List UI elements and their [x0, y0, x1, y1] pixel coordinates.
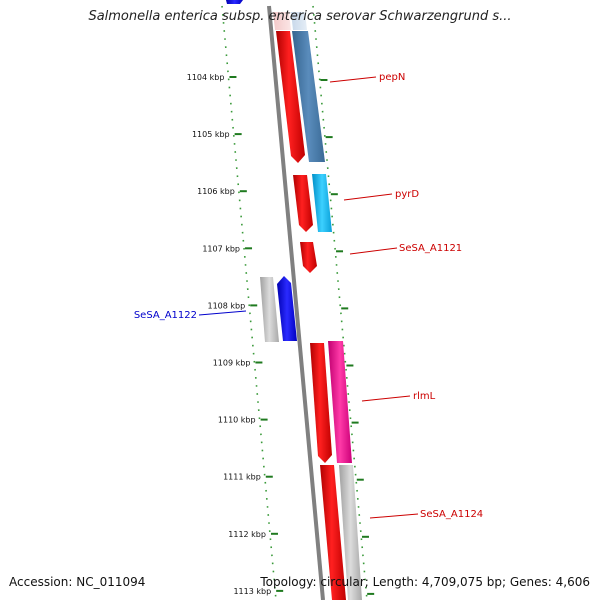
scale-tick-label: 1105 kbp — [192, 130, 230, 139]
scale-tick-label: 1106 kbp — [197, 187, 235, 196]
gene-rlmL[interactable] — [310, 341, 352, 463]
SeSA_A1122-reverse-arrow[interactable] — [277, 276, 297, 341]
top-partial-features — [226, 0, 307, 30]
SeSA_A1122-connector — [198, 310, 247, 316]
SeSA_A1121-connector — [349, 247, 398, 255]
pyrD-track[interactable] — [312, 174, 332, 232]
genome-title: Salmonella enterica subsp. enterica sero… — [88, 9, 512, 24]
gene-pyrD[interactable] — [293, 174, 332, 232]
pyrD-connector — [343, 193, 393, 201]
SeSA_A1122-label[interactable]: SeSA_A1122 — [134, 310, 197, 321]
accession-text: Accession: NC_011094 — [9, 575, 146, 589]
partial-blue-feature[interactable] — [226, 0, 243, 4]
pyrD-label[interactable]: pyrD — [395, 189, 419, 200]
gene-pepN[interactable] — [276, 31, 325, 163]
scale-ticks: 1104 kbp 1105 kbp 1106 kbp 1107 kbp 1108 kbp… — [187, 73, 375, 596]
scale-tick-label: 1112 kbp — [228, 530, 266, 539]
rlmL-connector — [361, 395, 411, 402]
pepN-connector — [329, 76, 377, 83]
scale-tick-label: 1108 kbp — [208, 301, 246, 310]
genome-summary-text: Topology: circular; Length: 4,709,075 bp… — [260, 575, 590, 589]
partial-pale-blue-feature[interactable] — [291, 12, 307, 30]
SeSA_A1124-connector — [369, 513, 419, 519]
SeSA_A1122-grey-track[interactable] — [260, 277, 279, 342]
track-guide-right — [312, 5, 368, 600]
backbone-line — [267, 5, 325, 600]
scale-tick-label: 1107 kbp — [202, 244, 240, 253]
pepN-forward-arrow[interactable] — [276, 31, 305, 163]
scale-tick-label: 1113 kbp — [233, 587, 271, 596]
rlmL-track[interactable] — [328, 341, 352, 463]
gene-SeSA_A1122[interactable] — [260, 276, 297, 342]
SeSA_A1124-forward-arrow[interactable] — [320, 465, 346, 600]
rlmL-label[interactable]: rlmL — [413, 391, 436, 402]
SeSA_A1124-label[interactable]: SeSA_A1124 — [420, 509, 483, 520]
rlmL-forward-arrow[interactable] — [310, 343, 332, 463]
gene-SeSA_A1121[interactable] — [300, 242, 317, 273]
gene-labels: pepN pyrD SeSA_A1121 SeSA_A1122 rlmL SeS… — [134, 72, 483, 520]
scale-tick-label: 1109 kbp — [213, 359, 251, 368]
SeSA_A1121-label[interactable]: SeSA_A1121 — [399, 243, 462, 254]
pepN-track[interactable] — [292, 31, 325, 162]
scale-tick-label: 1111 kbp — [223, 473, 261, 482]
scale-tick-label: 1104 kbp — [187, 73, 225, 82]
partial-pale-red-feature[interactable] — [273, 12, 291, 30]
pyrD-forward-arrow[interactable] — [293, 175, 313, 232]
pepN-label[interactable]: pepN — [379, 72, 405, 83]
scale-tick-label: 1110 kbp — [218, 416, 256, 425]
SeSA_A1121-arrow[interactable] — [300, 242, 317, 273]
gene-SeSA_A1124[interactable] — [320, 465, 362, 600]
SeSA_A1124-grey-track[interactable] — [339, 465, 362, 600]
